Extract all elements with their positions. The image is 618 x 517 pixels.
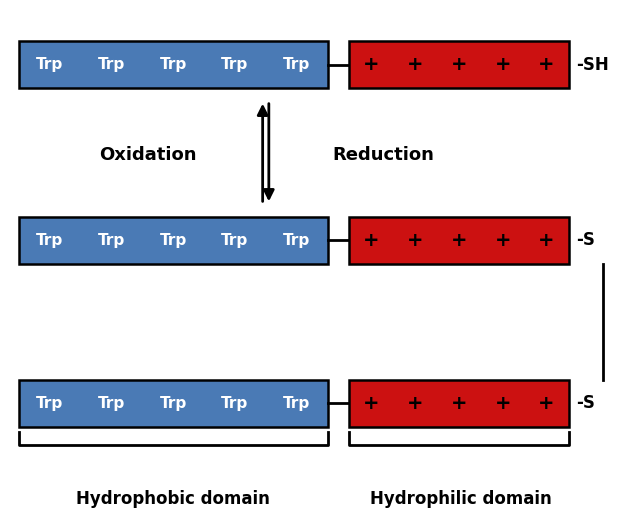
Text: Trp: Trp	[36, 233, 63, 248]
Bar	[19, 380, 328, 427]
Bar	[19, 41, 328, 88]
Text: +: +	[451, 394, 467, 413]
Text: Trp: Trp	[98, 57, 125, 72]
Text: +: +	[451, 55, 467, 74]
Text: +: +	[363, 55, 379, 74]
Text: Hydrophobic domain: Hydrophobic domain	[76, 490, 270, 508]
Text: Trp: Trp	[283, 233, 310, 248]
Text: Trp: Trp	[221, 396, 248, 411]
Text: +: +	[363, 231, 379, 250]
Text: Oxidation: Oxidation	[99, 146, 197, 164]
Text: +: +	[407, 231, 423, 250]
Text: +: +	[407, 394, 423, 413]
Text: +: +	[407, 55, 423, 74]
Text: Trp: Trp	[221, 233, 248, 248]
Text: Trp: Trp	[36, 396, 63, 411]
Bar	[349, 217, 569, 264]
Text: Trp: Trp	[283, 57, 310, 72]
Bar	[19, 217, 328, 264]
Text: +: +	[538, 231, 555, 250]
Text: Trp: Trp	[159, 396, 187, 411]
Bar	[349, 380, 569, 427]
Text: +: +	[451, 231, 467, 250]
Text: Trp: Trp	[159, 57, 187, 72]
Text: Reduction: Reduction	[332, 146, 434, 164]
Text: +: +	[494, 55, 511, 74]
Text: Trp: Trp	[98, 396, 125, 411]
Text: Trp: Trp	[283, 396, 310, 411]
Bar	[349, 41, 569, 88]
Text: Trp: Trp	[159, 233, 187, 248]
Text: +: +	[363, 394, 379, 413]
Text: -S: -S	[577, 232, 596, 249]
Text: +: +	[538, 55, 555, 74]
Text: +: +	[494, 394, 511, 413]
Text: -SH: -SH	[577, 56, 609, 73]
Text: Trp: Trp	[36, 57, 63, 72]
Text: Trp: Trp	[98, 233, 125, 248]
Text: Trp: Trp	[221, 57, 248, 72]
Text: +: +	[494, 231, 511, 250]
Text: -S: -S	[577, 394, 596, 412]
Text: +: +	[538, 394, 555, 413]
Text: Hydrophilic domain: Hydrophilic domain	[370, 490, 551, 508]
